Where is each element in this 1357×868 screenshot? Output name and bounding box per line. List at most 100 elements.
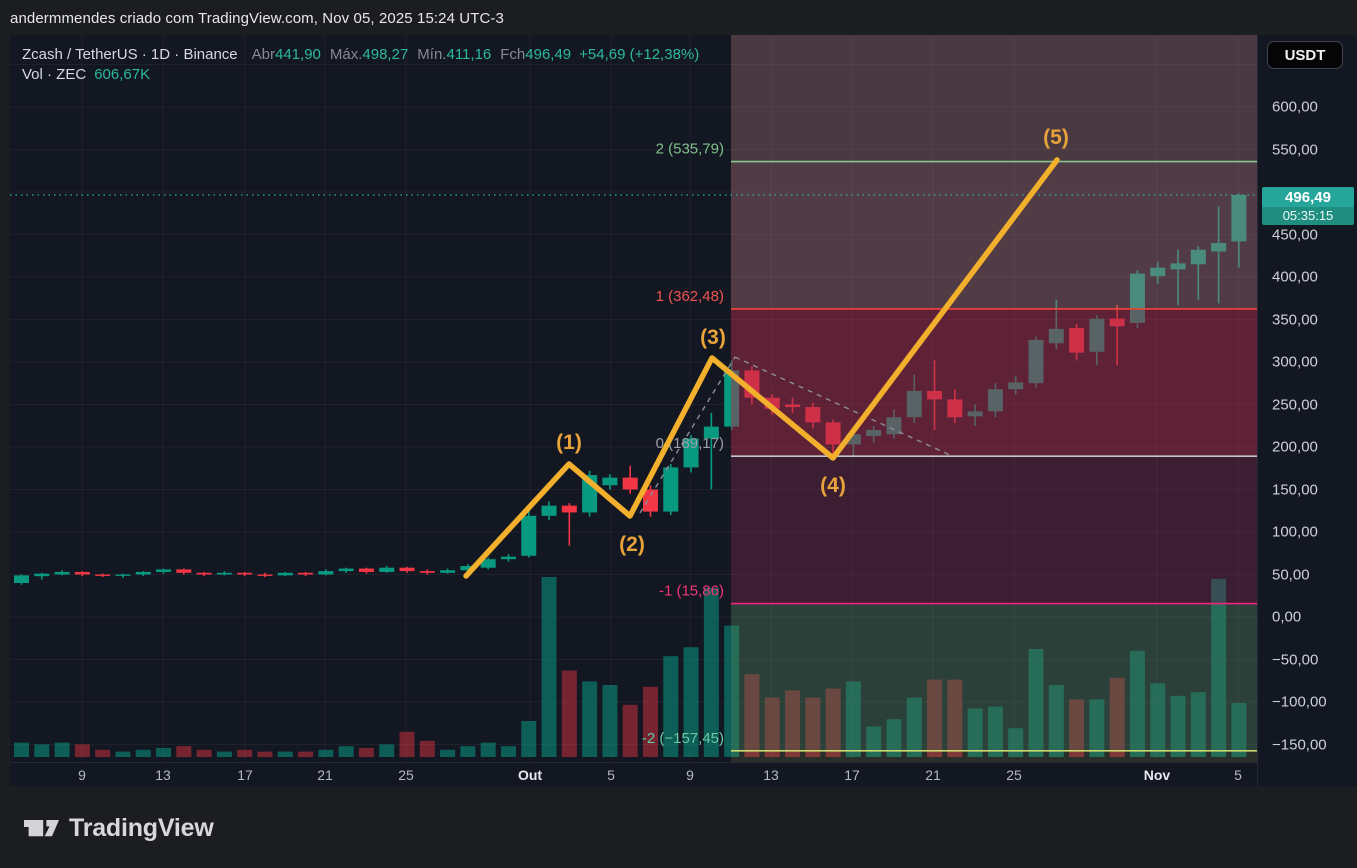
candle-body: [500, 556, 516, 560]
candle-body: [1211, 243, 1227, 252]
volume-bar: [582, 681, 598, 757]
volume-bar: [1211, 578, 1227, 757]
volume-bar: [1190, 692, 1206, 757]
volume-bar: [845, 681, 861, 757]
volume-bar: [460, 746, 476, 757]
price-tick-label: 600,00: [1272, 98, 1318, 116]
volume-bar: [1150, 683, 1166, 757]
volume-bar: [338, 746, 354, 757]
wave-label[interactable]: (1): [556, 431, 582, 454]
time-tick-label: 25: [1006, 767, 1022, 783]
volume-bar: [1028, 649, 1044, 757]
price-tick-label: 350,00: [1272, 311, 1318, 328]
volume-bar: [987, 706, 1003, 757]
volume-bar: [95, 749, 111, 757]
candle-body: [541, 505, 557, 516]
trendline[interactable]: [639, 356, 736, 514]
candle-body: [419, 571, 435, 573]
candle-wick: [1197, 246, 1200, 300]
volume-bar: [967, 708, 983, 757]
candle-body: [176, 569, 192, 573]
candle-wick: [1217, 206, 1220, 304]
volume-value: 606,67K: [94, 66, 151, 83]
candle-body: [1170, 263, 1186, 270]
wave-label[interactable]: (3): [700, 326, 726, 349]
ohlc-field: Abr441,90: [251, 46, 321, 63]
candle-body: [257, 574, 273, 576]
time-tick-label: 17: [844, 767, 860, 783]
time-tick-label: Out: [517, 767, 543, 783]
fib-extension-zone: 2 (535,79)1 (362,48)0 (189,17)-1 (15,86)…: [642, 35, 1257, 762]
ohlc-field: Fch496,49: [500, 46, 572, 63]
volume-label[interactable]: Vol · ZEC: [22, 66, 87, 83]
volume-bar: [480, 742, 496, 757]
price-axis[interactable]: USDT 600,00 550,00 450,00 400,00 350,00 300,0…: [1257, 35, 1357, 786]
time-tick-label: 25: [398, 767, 414, 783]
volume-bar: [277, 751, 293, 757]
fib-band: [731, 750, 1257, 762]
volume-bar: [14, 742, 29, 757]
candle-body: [1231, 194, 1247, 242]
volume-bar: [298, 751, 314, 757]
candle-body: [74, 571, 90, 575]
volume-bar: [663, 656, 679, 757]
volume-bar: [602, 685, 618, 757]
volume-bar: [805, 697, 821, 757]
time-tick-label: 5: [1234, 767, 1242, 783]
candle-body: [521, 515, 537, 556]
candle-wick: [1177, 249, 1179, 306]
time-tick-label: 9: [78, 767, 86, 783]
currency-toggle-button[interactable]: USDT: [1267, 41, 1343, 69]
candle-body: [237, 572, 253, 575]
volume-bar: [785, 690, 801, 757]
candle-wick: [710, 413, 713, 490]
volume-bar: [196, 749, 212, 757]
volume-bar: [358, 748, 374, 757]
symbol-title[interactable]: Zcash / TetherUS · 1D · Binance: [22, 46, 238, 63]
volume-bar: [866, 726, 882, 757]
tradingview-logo-icon: [24, 820, 59, 837]
candle-body: [338, 568, 354, 572]
volume-bar: [1089, 699, 1105, 757]
candle-body: [460, 566, 476, 571]
wave-label[interactable]: (2): [619, 533, 645, 556]
volume-bar: [135, 749, 151, 757]
volume-bar: [561, 670, 577, 757]
attribution-text: andermmendes criado com TradingView.com,…: [10, 10, 504, 27]
wave-label[interactable]: (5): [1043, 126, 1069, 149]
candle-body: [602, 477, 618, 486]
time-tick-label: 21: [317, 767, 333, 783]
footer-brand[interactable]: TradingView: [24, 814, 214, 843]
wave-label[interactable]: (4): [820, 474, 846, 497]
volume-bar: [886, 719, 902, 757]
volume-bar: [764, 697, 780, 757]
fib-level-label: 2 (535,79): [656, 141, 724, 158]
candle-body: [115, 574, 131, 576]
price-tick-label: 50,00: [1272, 566, 1310, 583]
volume-bar: [257, 751, 273, 757]
volume-bar: [115, 751, 131, 757]
candle-body: [622, 477, 638, 490]
volume-bar: [642, 686, 658, 757]
candle-wick: [568, 503, 571, 546]
candlestick-chart[interactable]: 2 (535,79)1 (362,48)0 (189,17)-1 (15,86)…: [10, 35, 1257, 762]
candle-body: [196, 572, 212, 575]
price-tick-label: −150,00: [1272, 736, 1327, 753]
elliott-wave-line[interactable]: [463, 157, 1060, 579]
volume-bar: [1048, 685, 1064, 757]
fib-level-label: -2 (−157,45): [642, 730, 724, 747]
candle-body: [703, 426, 719, 439]
candle-body: [54, 571, 70, 575]
time-tick-label: Nov: [1143, 767, 1171, 783]
candle-body: [95, 574, 111, 576]
candle-body: [1150, 267, 1166, 277]
candle-body: [277, 572, 293, 576]
volume-bar: [622, 704, 638, 757]
time-axis[interactable]: 9 13 17 21 25 Out 5 9 13 17 21 25 Nov 5: [10, 762, 1257, 786]
chart-pane[interactable]: 2 (535,79) 1 (362,48) 0 (189,17) -1 (15,86)…: [10, 35, 1257, 762]
volume-bar: [1231, 703, 1247, 757]
candle-body: [1190, 249, 1206, 265]
fib-band: [731, 161, 1257, 309]
volume-bar: [1109, 677, 1125, 757]
